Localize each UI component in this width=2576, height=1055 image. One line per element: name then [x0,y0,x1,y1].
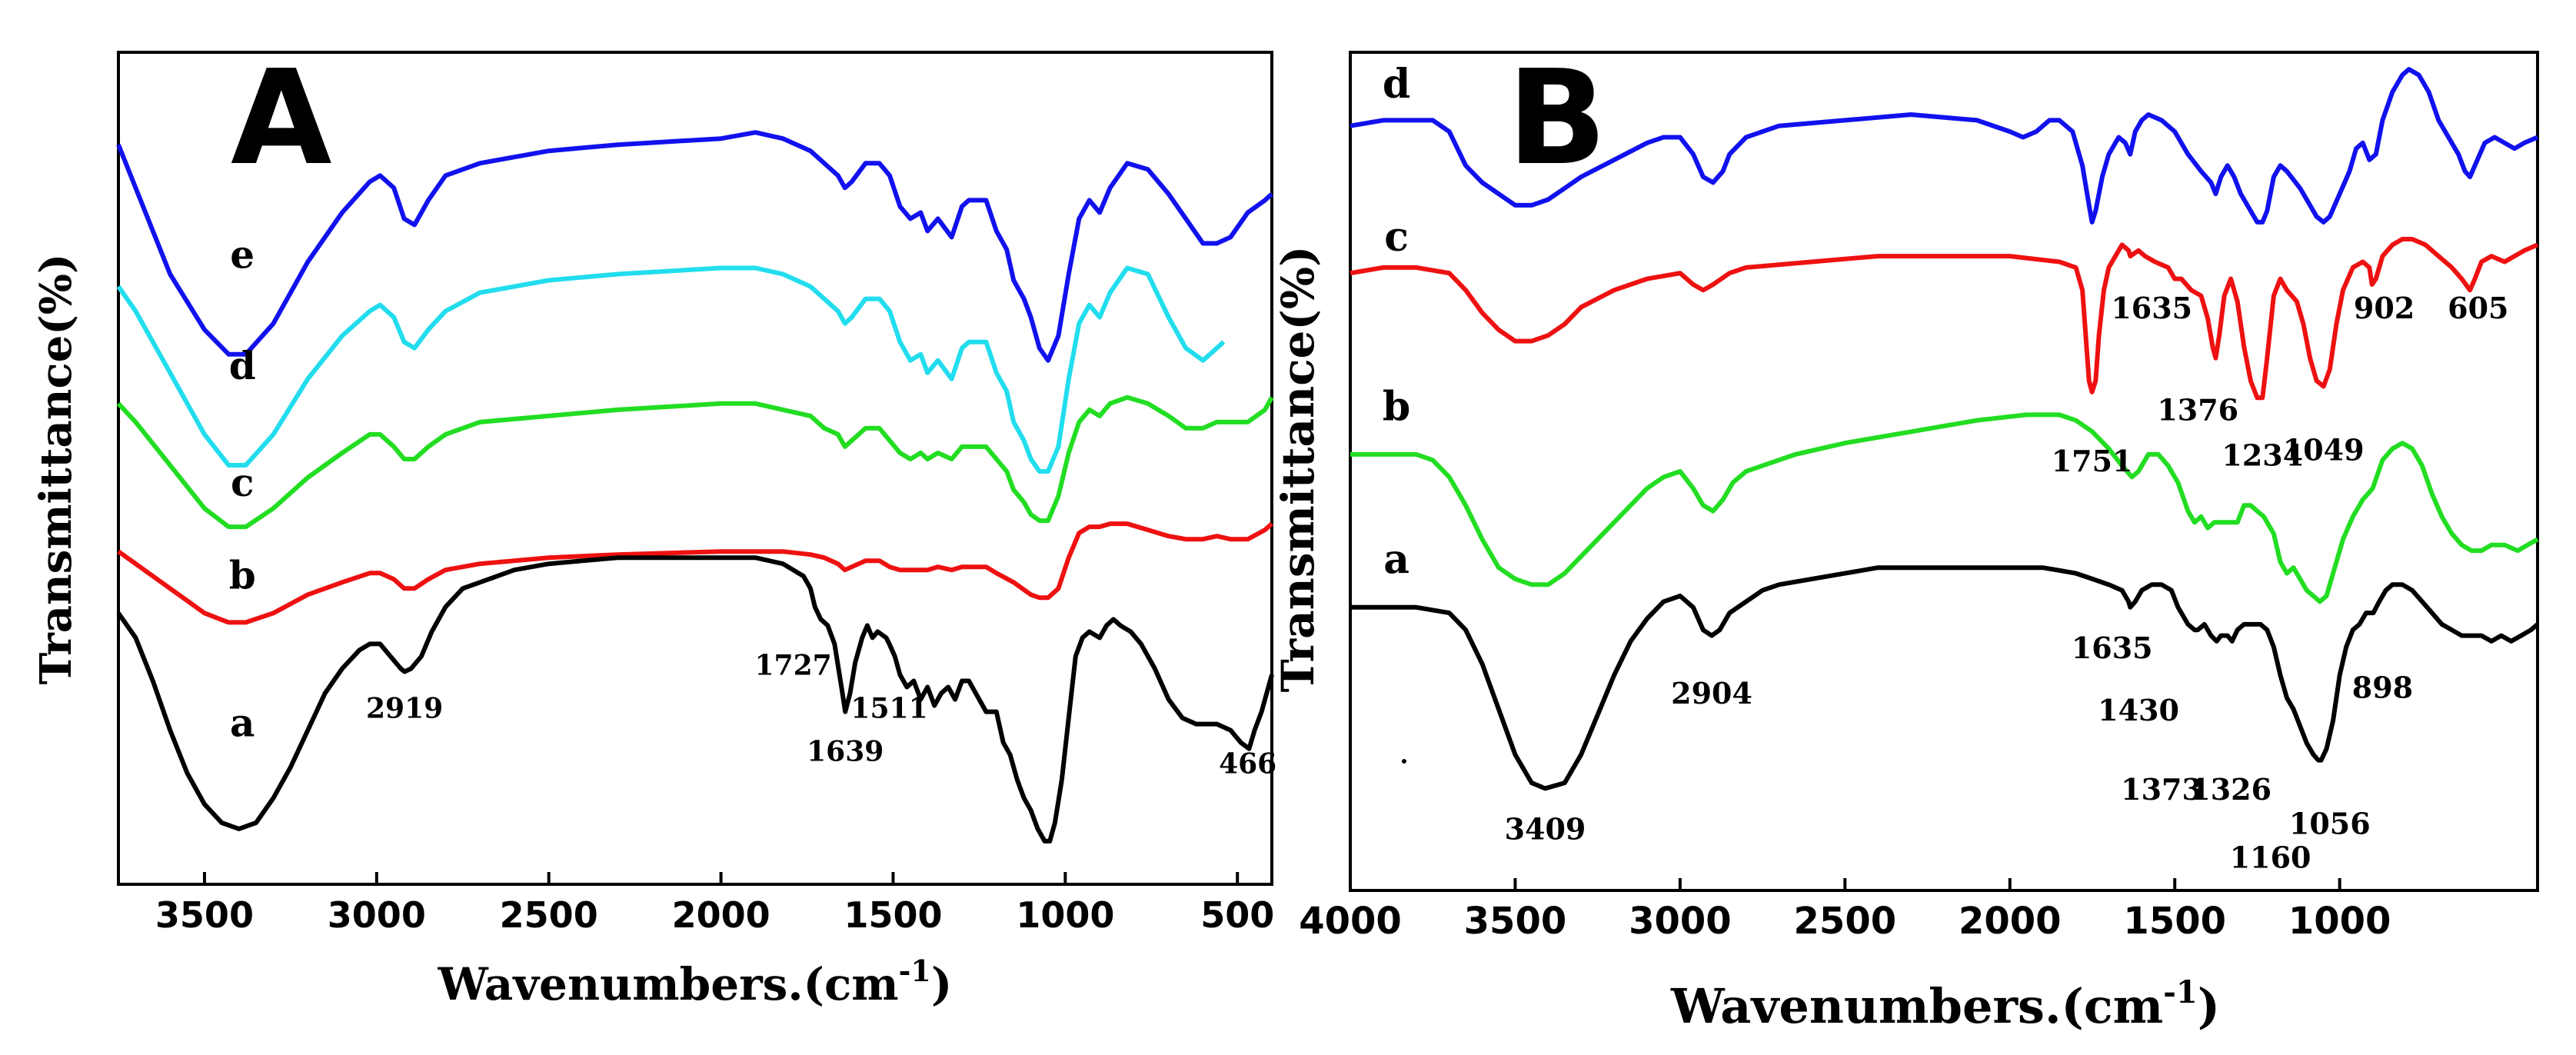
peak-label: 1727 [755,649,832,681]
series-line-b [1350,412,2539,604]
panel-a-series-group [116,130,1274,844]
panel-a-ticks-group: 3500 3000 2500 2000 1500 1000 500 [155,872,1274,936]
peak-label: 1639 [807,736,884,768]
series-line-e [116,130,1274,363]
x-tick-label: 1500 [2123,900,2226,943]
series-label-d: d [1383,61,1410,108]
peak-label: 1326 [2190,772,2271,807]
peak-label: 466 [1219,748,1276,780]
panel-b-ticks-group: 4000 3500 3000 2500 2000 1500 1000 [1299,878,2391,943]
x-tick-label: 2500 [1794,900,1897,943]
series-label-c: c [1384,214,1409,261]
peak-label: 1751 [2052,444,2133,478]
peak-label: 1511 [850,693,927,725]
x-tick-label: 3000 [1629,900,1732,943]
series-line-c [116,394,1274,530]
peak-label: 898 [2352,671,2413,705]
x-tick-label: 3500 [155,894,254,936]
series-line-b [117,521,1273,625]
panel-b-dot [1402,759,1406,764]
x-tick-label: 2000 [1959,900,2062,943]
x-tick-label: 2500 [500,894,598,936]
peak-label: 1160 [2230,840,2311,875]
series-label-c: c [231,460,254,505]
peak-label: 1373 [2121,772,2202,807]
peak-label: 605 [2448,291,2508,325]
panel-a-letter: A [231,42,332,195]
peak-label: 1056 [2289,806,2371,840]
series-label-d: d [229,343,256,388]
peak-label: 2919 [366,693,443,725]
series-line-a [116,555,1274,844]
series-line-d [1350,67,2539,225]
x-tick-label: 4000 [1299,900,1402,943]
panel-a-ylabel: Transmittance(%) [31,254,82,685]
peak-label: 1635 [2072,631,2153,665]
series-label-a: a [1383,537,1409,584]
panel-b: B 4000 3500 3000 2500 2000 1500 1000 d c b a 1635 1… [1272,42,2539,1034]
series-line-a [1350,565,2539,791]
peak-label: 1430 [2098,693,2179,727]
series-line-d [116,265,1226,474]
peak-label: 1376 [2157,393,2238,428]
peak-label: 2904 [1671,676,1752,711]
x-tick-label: 2000 [672,894,770,936]
x-tick-label: 3000 [328,894,426,936]
series-label-e: e [230,232,255,278]
x-tick-label: 1500 [844,894,942,936]
panel-b-frame [1349,51,2539,892]
x-tick-label: 3500 [1464,900,1567,943]
x-tick-label: 1000 [2288,900,2391,943]
panel-b-ylabel: Transmittance(%) [1272,246,1324,693]
panel-b-series-group [1350,67,2539,791]
peak-label: 1049 [2283,432,2365,467]
peak-label: 1234 [2222,438,2303,473]
peak-label: 902 [2354,291,2415,325]
panel-a-frame [117,51,1273,886]
series-line-c [1350,237,2539,401]
panel-b-letter: B [1507,42,1607,195]
panel-a-labels-group: e d c b a 2919 1727 1639 1511 466 [229,232,1277,780]
panel-a-xlabel: Wavenumbers.(cm-1) [438,953,953,1010]
panel-a: A 3500 3000 2500 2000 1500 1000 500 e d c b a 2919 1… [31,42,1276,1010]
x-tick-label: 1000 [1016,894,1114,936]
series-label-b: b [1383,384,1410,431]
series-label-a: a [230,701,255,746]
panel-b-xlabel: Wavenumbers.(cm-1) [1670,974,2220,1034]
peak-label: 3409 [1505,812,1586,847]
peak-label: 1635 [2111,291,2192,325]
series-label-b: b [229,552,256,597]
x-tick-label: 500 [1200,894,1274,936]
